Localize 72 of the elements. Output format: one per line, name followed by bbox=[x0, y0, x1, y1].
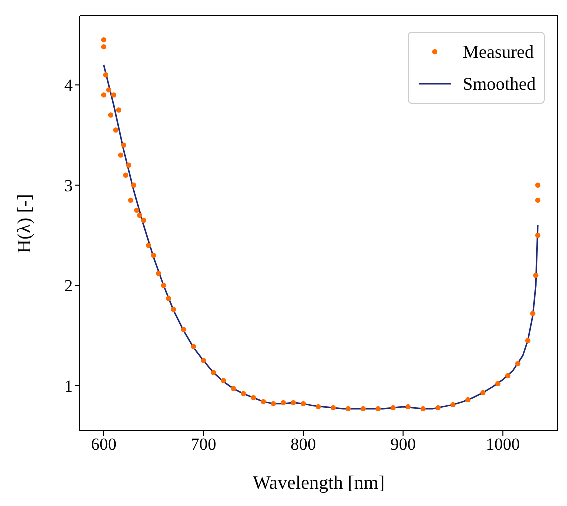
point bbox=[376, 406, 381, 412]
point bbox=[280, 400, 286, 406]
point bbox=[316, 404, 322, 410]
legend-label: Measured bbox=[462, 42, 534, 62]
x-tick-label: 600 bbox=[91, 435, 117, 454]
point bbox=[101, 37, 107, 43]
point bbox=[131, 182, 136, 188]
point bbox=[535, 232, 541, 238]
point bbox=[113, 128, 119, 133]
x-tick-label: 1000 bbox=[486, 435, 520, 454]
legend-label: Smoothed bbox=[462, 74, 536, 94]
point bbox=[535, 182, 541, 188]
point bbox=[506, 373, 511, 378]
point bbox=[221, 378, 226, 384]
point bbox=[496, 381, 501, 386]
point bbox=[151, 252, 156, 258]
point bbox=[156, 271, 162, 276]
point bbox=[101, 92, 107, 98]
point bbox=[141, 218, 146, 224]
point bbox=[450, 402, 456, 408]
y-tick-label: 3 bbox=[64, 176, 73, 196]
point bbox=[360, 406, 366, 412]
x-tick-label: 700 bbox=[190, 435, 216, 454]
point bbox=[161, 283, 166, 288]
point bbox=[191, 344, 196, 350]
x-axis-title: Wavelength [nm] bbox=[253, 473, 385, 494]
point bbox=[181, 327, 186, 332]
point bbox=[261, 399, 266, 405]
point bbox=[390, 405, 396, 411]
point bbox=[346, 406, 352, 412]
y-tick-label: 1 bbox=[64, 376, 73, 396]
y-tick-label: 2 bbox=[64, 276, 73, 296]
y-axis-title: H(λ) [-] bbox=[14, 194, 36, 254]
point bbox=[111, 92, 117, 98]
point bbox=[166, 296, 172, 302]
y-tick-label: 4 bbox=[64, 76, 74, 96]
point bbox=[146, 242, 152, 248]
point bbox=[116, 108, 122, 113]
point bbox=[406, 404, 411, 410]
point bbox=[103, 72, 109, 78]
point bbox=[533, 273, 539, 278]
point bbox=[126, 162, 132, 168]
point bbox=[134, 208, 140, 214]
point bbox=[211, 370, 216, 376]
point bbox=[108, 112, 114, 118]
point bbox=[118, 152, 124, 158]
point bbox=[128, 198, 134, 204]
point bbox=[121, 142, 127, 148]
x-tick-label: 800 bbox=[290, 435, 316, 454]
point bbox=[171, 307, 176, 312]
point bbox=[300, 401, 306, 407]
point bbox=[251, 395, 256, 401]
point bbox=[436, 405, 441, 411]
point bbox=[525, 338, 531, 344]
point bbox=[270, 401, 276, 407]
point bbox=[123, 172, 129, 178]
point bbox=[330, 405, 336, 411]
point bbox=[515, 361, 521, 366]
point bbox=[241, 391, 246, 397]
point bbox=[231, 386, 236, 392]
point bbox=[106, 88, 112, 93]
point bbox=[420, 406, 426, 412]
point bbox=[466, 397, 471, 403]
point bbox=[530, 311, 536, 316]
point bbox=[137, 212, 142, 218]
point bbox=[101, 44, 107, 50]
line-series bbox=[103, 64, 539, 410]
x-tick-label: 900 bbox=[390, 435, 416, 454]
point bbox=[201, 358, 206, 364]
point bbox=[535, 198, 541, 204]
point bbox=[290, 400, 296, 406]
point bbox=[480, 390, 486, 396]
